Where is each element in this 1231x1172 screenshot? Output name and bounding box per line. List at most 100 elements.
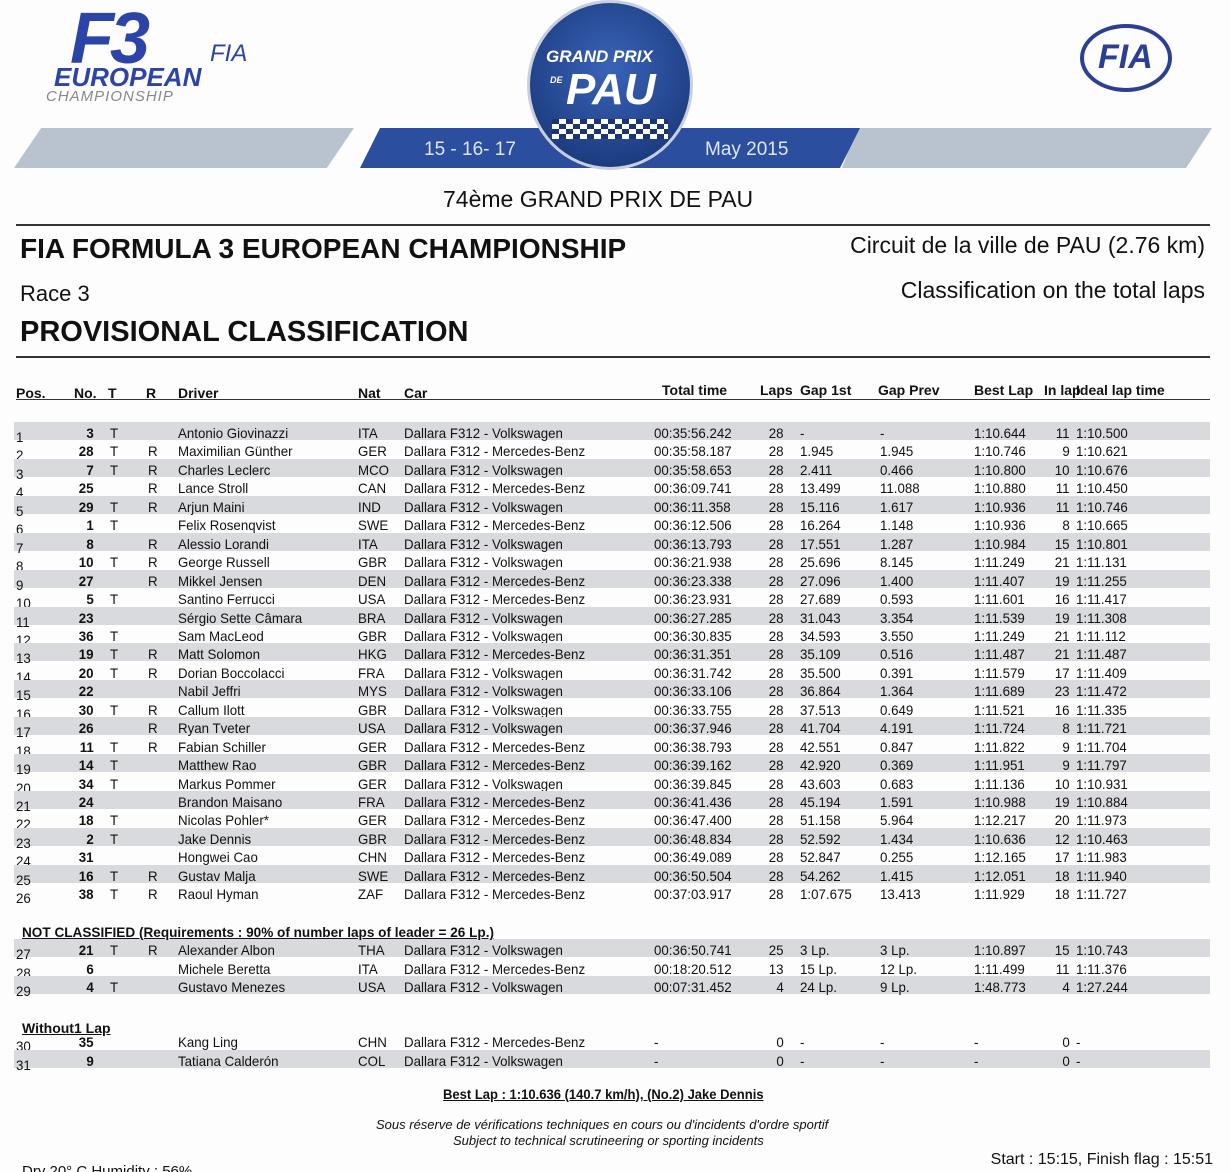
car-cell: Dallara F312 - Volkswagen [404, 554, 563, 571]
ideal-lap-time-cell: 1:10.746 [1076, 498, 1128, 515]
in-lap-cell: 11 [1056, 960, 1070, 977]
position-cell: 23 [16, 834, 31, 851]
position-cell: 21 [16, 798, 31, 814]
driver-name-cell: Dorian Boccolacci [178, 664, 285, 681]
laps-cell: 28 [769, 738, 784, 755]
table-row: 7 8 R Alessio Lorandi ITA Dallara F312 - Volk… [14, 532, 1210, 556]
driver-name-cell: Brandon Maisano [178, 794, 283, 810]
rookie-flag-cell: R [148, 498, 158, 515]
gap-previous-cell: 0.391 [880, 664, 914, 681]
gap-previous-cell: 1.148 [880, 517, 914, 534]
car-cell: Dallara F312 - Volkswagen [404, 720, 563, 737]
best-lap-cell: 1:12.217 [974, 812, 1026, 829]
rookie-flag-cell: R [148, 701, 158, 718]
gap-previous-cell: 3.354 [880, 609, 914, 626]
column-header-ideal-lap-time: Ideal lap time [1076, 382, 1165, 398]
gap-previous-cell: - [880, 1034, 885, 1050]
in-lap-cell: 4 [1062, 979, 1070, 995]
position-cell: 27 [16, 946, 31, 962]
driver-name-cell: Jake Dennis [178, 830, 252, 847]
position-cell: 6 [16, 521, 24, 538]
gap-previous-cell: 12 Lp. [880, 960, 917, 977]
ideal-lap-time-cell: 1:11.721 [1076, 720, 1127, 737]
ideal-lap-time-cell: 1:27.244 [1076, 979, 1128, 995]
gap-first-cell: 52.592 [800, 830, 841, 847]
rookie-flag-cell: R [148, 480, 158, 497]
table-row: 5 29 T R Arjun Maini IND Dallara F312 - Volksw… [14, 495, 1210, 519]
car-cell: Dallara F312 - Mercedes-Benz [404, 517, 586, 534]
car-number-cell: 7 [86, 461, 94, 478]
car-number-cell: 4 [86, 979, 94, 995]
gap-first-cell: - [800, 1034, 805, 1050]
best-lap-cell: 1:48.773 [974, 979, 1026, 995]
nationality-cell: GER [358, 738, 387, 755]
laps-cell: 28 [769, 591, 784, 608]
car-number-cell: 22 [79, 683, 94, 700]
car-number-cell: 26 [79, 720, 94, 737]
rookie-flag-cell: R [148, 664, 158, 681]
car-number-cell: 8 [86, 535, 94, 552]
car-cell: Dallara F312 - Volkswagen [404, 498, 563, 515]
car-number-cell: 5 [86, 591, 94, 608]
table-row: 25 16 T R Gustav Malja SWE Dallara F312 - Merc… [14, 864, 1210, 888]
position-cell: 1 [16, 429, 24, 445]
table-row: 29 4 T Gustavo Menezes USA Dallara F312 - Vol… [14, 976, 1210, 999]
tyre-flag-cell: T [110, 886, 119, 903]
total-time-cell: - [654, 1052, 659, 1069]
laps-cell: 25 [769, 942, 784, 958]
best-lap-cell: 1:10.936 [974, 517, 1026, 534]
total-time-cell: - [654, 1034, 659, 1050]
total-time-cell: 00:36:50.741 [654, 942, 732, 958]
best-lap-cell: 1:11.579 [974, 664, 1025, 681]
nationality-cell: GBR [358, 554, 387, 571]
rookie-flag-cell: R [148, 942, 158, 958]
position-cell: 13 [16, 650, 31, 667]
gap-first-cell: 25.696 [800, 554, 841, 571]
tyre-flag-cell: T [110, 498, 119, 515]
divider [16, 399, 1210, 400]
gap-previous-cell: 3.550 [880, 627, 914, 644]
car-cell: Dallara F312 - Volkswagen [404, 942, 563, 958]
gap-first-cell: 24 Lp. [800, 979, 837, 995]
table-row: 20 34 T Markus Pommer GER Dallara F312 - Volk… [14, 773, 1210, 796]
best-lap-cell: 1:10.984 [974, 535, 1026, 552]
best-lap-cell: 1:10.988 [974, 794, 1026, 810]
column-header-rookie-flag: R [146, 385, 157, 401]
in-lap-cell: 16 [1055, 701, 1070, 718]
car-number-cell: 34 [79, 775, 94, 792]
table-row: 31 9 Tatiana Calderón COL Dallara F312 - Vol… [14, 1049, 1210, 1073]
table-row: 26 38 T R Raoul Hyman ZAF Dallara F312 - Merce… [14, 883, 1210, 906]
laps-cell: 13 [769, 960, 784, 977]
table-row: 16 30 T R Callum Ilott GBR Dallara F312 - Volk… [14, 699, 1210, 722]
ideal-lap-time-cell: 1:11.727 [1076, 886, 1127, 903]
total-time-cell: 00:07:31.452 [654, 979, 732, 995]
position-cell: 2 [16, 447, 24, 464]
laps-cell: 28 [769, 720, 784, 737]
grand-prix-de-pau-logo: GRAND PRIX DE PAU [527, 0, 693, 170]
position-cell: 29 [16, 983, 31, 999]
table-row: 11 23 Sérgio Sette Câmara BRA Dallara F312 -… [14, 606, 1210, 630]
banner-month: May 2015 [705, 139, 789, 160]
gap-first-cell: 43.603 [800, 775, 841, 792]
tyre-flag-cell: T [110, 738, 119, 755]
table-row: 8 10 T R George Russell GBR Dallara F312 - Vol… [14, 551, 1210, 574]
gap-previous-cell: 4.191 [880, 720, 914, 737]
in-lap-cell: 10 [1055, 461, 1070, 478]
best-lap-cell: 1:11.249 [974, 554, 1025, 571]
laps-cell: 28 [769, 812, 784, 829]
nationality-cell: CAN [358, 480, 387, 497]
total-time-cell: 00:35:58.187 [654, 443, 732, 460]
laps-cell: 28 [769, 886, 784, 903]
nationality-cell: IND [358, 498, 381, 515]
in-lap-cell: 0 [1062, 1052, 1070, 1069]
position-cell: 8 [16, 558, 24, 575]
car-cell: Dallara F312 - Mercedes-Benz [404, 867, 586, 884]
car-cell: Dallara F312 - Volkswagen [404, 609, 563, 626]
nationality-cell: USA [358, 720, 386, 737]
position-cell: 5 [16, 502, 24, 519]
table-row: 21 24 Brandon Maisano FRA Dallara F312 - Mer… [14, 791, 1210, 814]
without-lap-heading: Without1 Lap [22, 1020, 111, 1036]
disclaimer-french: Sous réserve de vérifications techniques… [376, 1117, 829, 1132]
car-cell: Dallara F312 - Volkswagen [404, 775, 563, 792]
nationality-cell: DEN [358, 572, 387, 589]
